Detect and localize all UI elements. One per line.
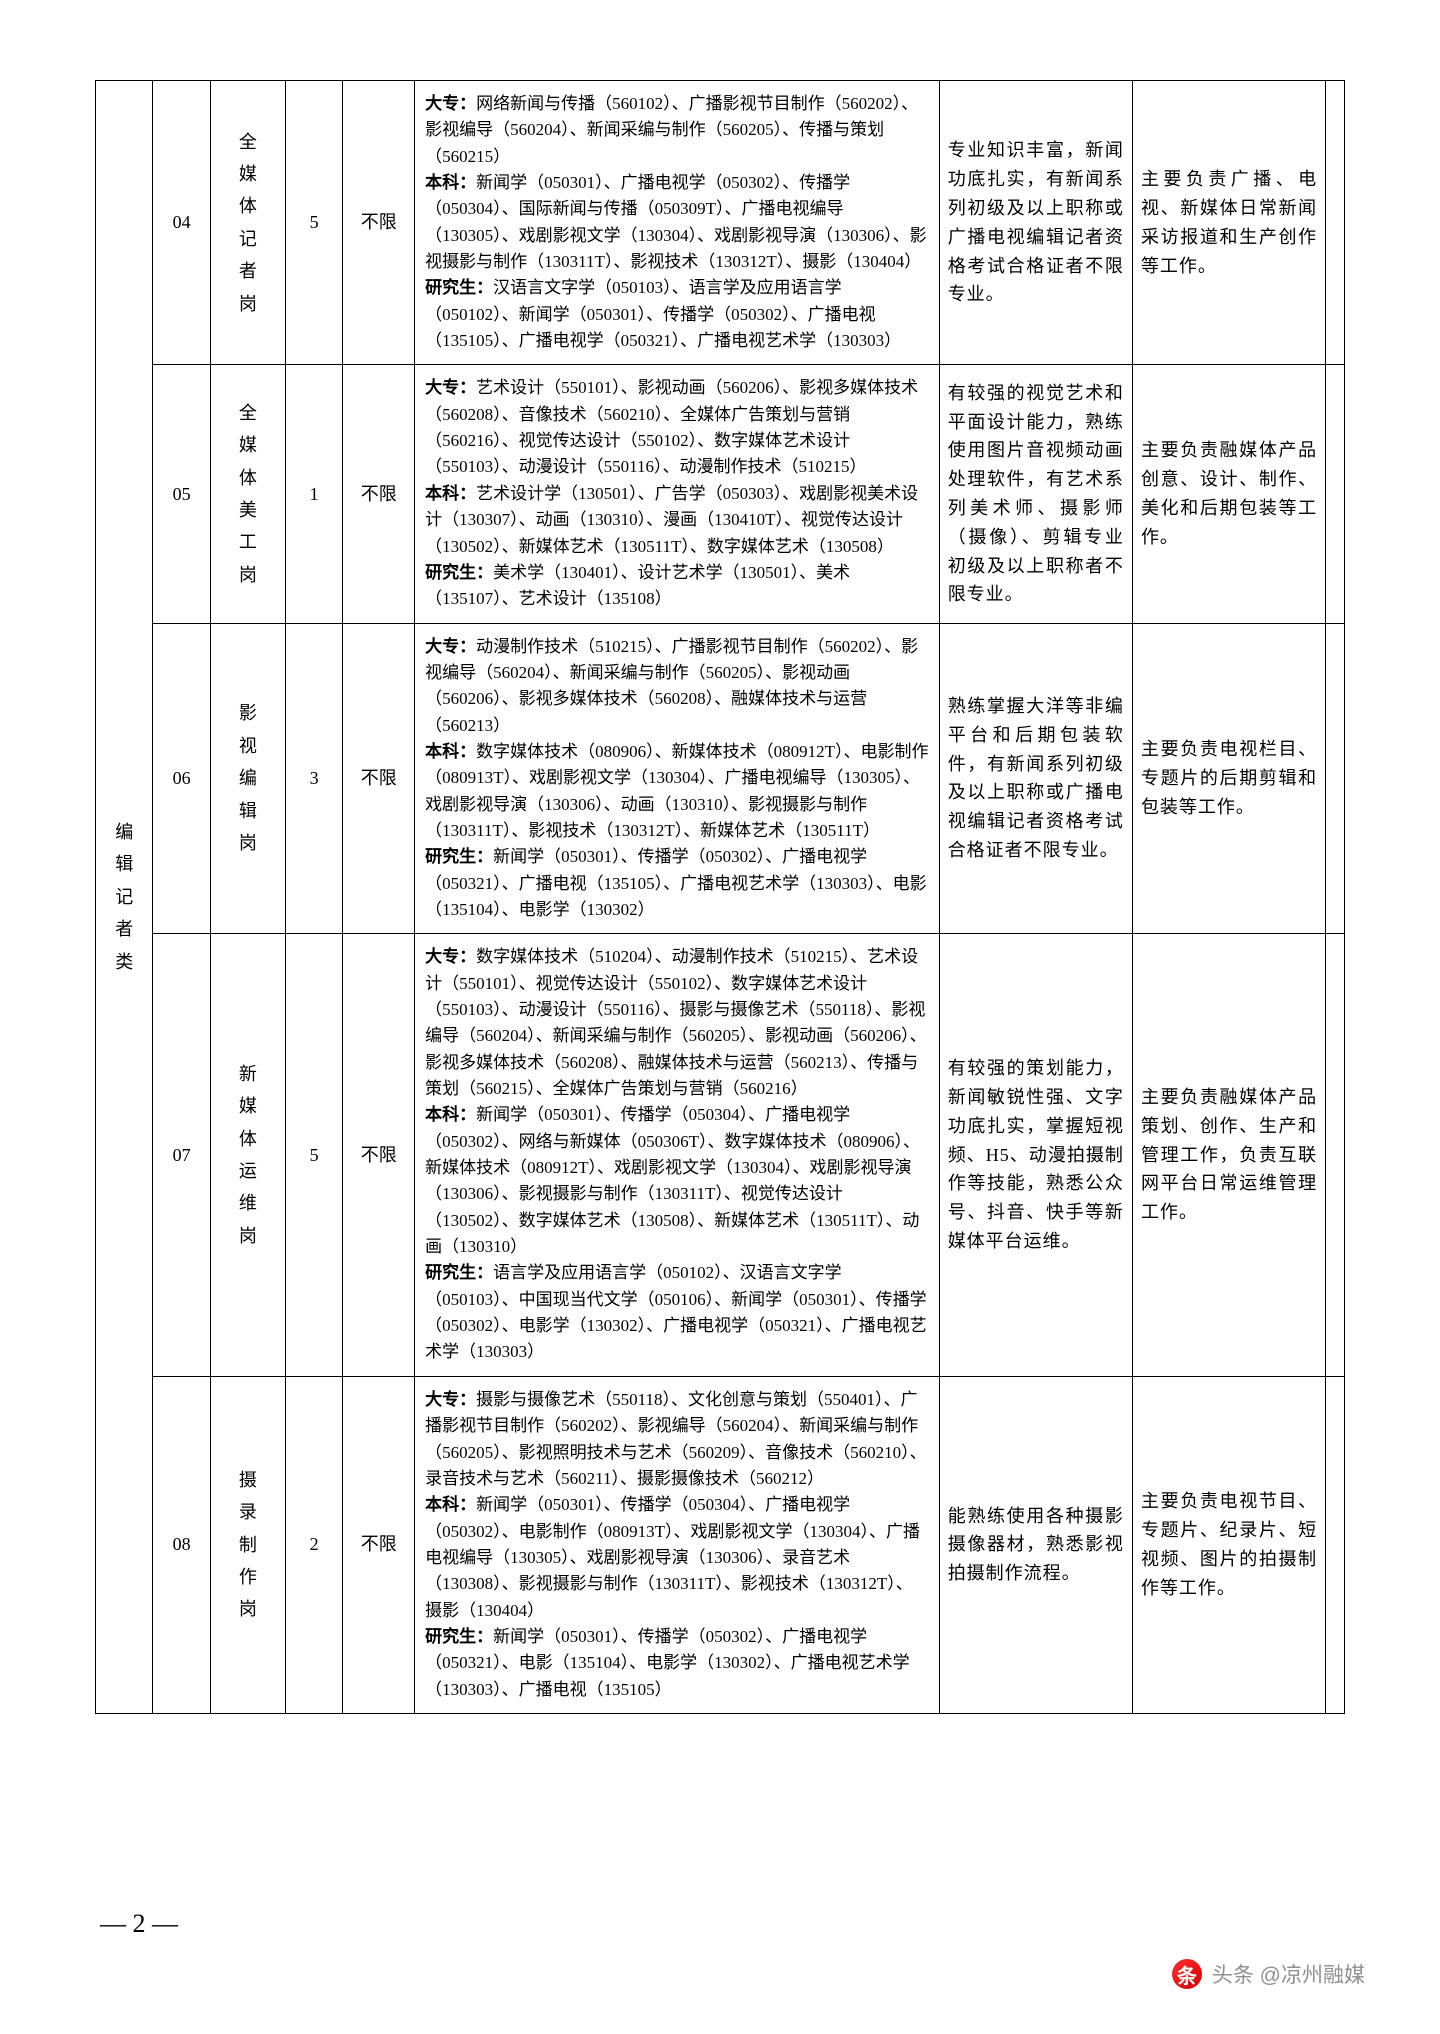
requirements-cell: 大专：摄影与摄像艺术（550118）、文化创意与策划（550401）、广播影视节…	[415, 1376, 940, 1713]
row-number: 04	[153, 81, 210, 365]
limit-cell: 不限	[343, 1376, 415, 1713]
empty-cell	[1326, 623, 1345, 934]
qualification-cell: 熟练掌握大洋等非编平台和后期包装软件，有新闻系列初级及以上职称或广播电视编辑记者…	[939, 623, 1132, 934]
empty-cell	[1326, 1376, 1345, 1713]
duty-cell: 主要负责融媒体产品创意、设计、制作、美化和后期包装等工作。	[1132, 365, 1325, 623]
count-cell: 5	[285, 81, 342, 365]
category-cell: 编辑记者类	[96, 81, 153, 1714]
qualification-cell: 能熟练使用各种摄影摄像器材，熟悉影视拍摄制作流程。	[939, 1376, 1132, 1713]
row-number: 08	[153, 1376, 210, 1713]
requirements-cell: 大专：网络新闻与传播（560102）、广播影视节目制作（560202）、影视编导…	[415, 81, 940, 365]
requirements-cell: 大专：艺术设计（550101）、影视动画（560206）、影视多媒体技术（560…	[415, 365, 940, 623]
watermark: 条 头条 @凉州融媒	[1172, 1959, 1365, 1989]
empty-cell	[1326, 365, 1345, 623]
requirements-cell: 大专：数字媒体技术（510204）、动漫制作技术（510215）、艺术设计（55…	[415, 934, 940, 1377]
empty-cell	[1326, 81, 1345, 365]
job-table: 编辑记者类04全媒体记者岗5不限大专：网络新闻与传播（560102）、广播影视节…	[95, 80, 1345, 1714]
position-cell: 新媒体运维岗	[210, 934, 285, 1377]
row-number: 06	[153, 623, 210, 934]
limit-cell: 不限	[343, 623, 415, 934]
duty-cell: 主要负责广播、电视、新媒体日常新闻采访报道和生产创作等工作。	[1132, 81, 1325, 365]
row-number: 05	[153, 365, 210, 623]
qualification-cell: 有较强的策划能力，新闻敏锐性强、文字功底扎实，掌握短视频、H5、动漫拍摄制作等技…	[939, 934, 1132, 1377]
position-cell: 全媒体记者岗	[210, 81, 285, 365]
count-cell: 1	[285, 365, 342, 623]
duty-cell: 主要负责电视节目、专题片、纪录片、短视频、图片的拍摄制作等工作。	[1132, 1376, 1325, 1713]
count-cell: 3	[285, 623, 342, 934]
row-number: 07	[153, 934, 210, 1377]
count-cell: 2	[285, 1376, 342, 1713]
requirements-cell: 大专：动漫制作技术（510215）、广播影视节目制作（560202）、影视编导（…	[415, 623, 940, 934]
count-cell: 5	[285, 934, 342, 1377]
empty-cell	[1326, 934, 1345, 1377]
position-cell: 全媒体美工岗	[210, 365, 285, 623]
duty-cell: 主要负责融媒体产品策划、创作、生产和管理工作，负责互联网平台日常运维管理工作。	[1132, 934, 1325, 1377]
page-number: — 2 —	[100, 1909, 178, 1939]
limit-cell: 不限	[343, 934, 415, 1377]
position-cell: 摄录制作岗	[210, 1376, 285, 1713]
toutiao-icon: 条	[1172, 1959, 1202, 1989]
limit-cell: 不限	[343, 365, 415, 623]
limit-cell: 不限	[343, 81, 415, 365]
duty-cell: 主要负责电视栏目、专题片的后期剪辑和包装等工作。	[1132, 623, 1325, 934]
watermark-text: 头条 @凉州融媒	[1212, 1959, 1365, 1989]
qualification-cell: 有较强的视觉艺术和平面设计能力，熟练使用图片音视频动画处理软件，有艺术系列美术师…	[939, 365, 1132, 623]
qualification-cell: 专业知识丰富，新闻功底扎实，有新闻系列初级及以上职称或广播电视编辑记者资格考试合…	[939, 81, 1132, 365]
position-cell: 影视编辑岗	[210, 623, 285, 934]
